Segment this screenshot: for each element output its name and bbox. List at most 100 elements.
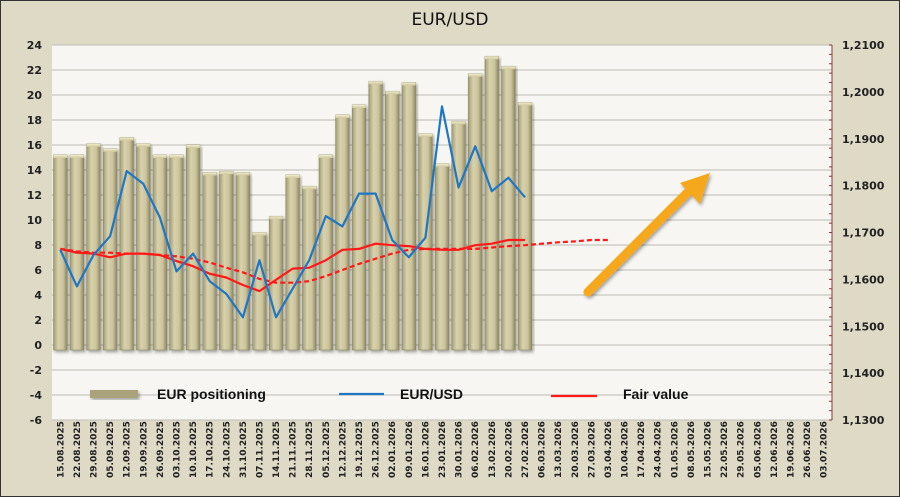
bar-body <box>501 65 516 351</box>
x-tick-label: 19.12.2025 <box>355 421 365 478</box>
bar-cap <box>236 172 250 176</box>
bar <box>235 172 250 351</box>
bar-body <box>285 174 300 351</box>
x-tick-label: 14.11.2025 <box>272 421 282 478</box>
x-tick-label: 24.10.2025 <box>222 421 232 478</box>
legend-swatch-positioning <box>90 390 138 398</box>
y-tick-label: -2 <box>30 364 42 377</box>
y-tick-label: -6 <box>30 414 43 427</box>
x-tick-label: 19.09.2025 <box>139 421 149 478</box>
fair-value-line <box>60 238 525 293</box>
bar <box>119 137 134 351</box>
y-tick-label: 18 <box>27 114 42 127</box>
bar <box>385 90 400 351</box>
y2-tick-label: 1,2100 <box>842 39 885 52</box>
bar-cap <box>252 232 267 236</box>
bar-body <box>451 120 466 351</box>
x-tick-label: 15.05.2026 <box>704 421 714 478</box>
x-tick-label: 26.06.2026 <box>803 421 813 478</box>
bar <box>335 114 350 351</box>
x-tick-label: 28.11.2025 <box>305 421 315 478</box>
x-tick-label: 02.01.2026 <box>388 421 398 478</box>
bar <box>517 102 533 351</box>
x-tick-label: 05.06.2026 <box>753 421 763 478</box>
bar-cap <box>285 175 300 178</box>
bar-body <box>335 114 350 351</box>
bar-body <box>385 90 400 351</box>
y2-tick-label: 1,2000 <box>842 86 885 99</box>
bar-body <box>318 154 333 351</box>
legend-label-fair-value: Fair value <box>623 386 689 402</box>
y2-tick-label: 1,1600 <box>842 273 885 286</box>
bar-body <box>484 55 499 351</box>
bar-cap <box>103 148 117 152</box>
x-tick-label: 22.08.2025 <box>73 421 83 478</box>
bar-cap <box>119 137 134 141</box>
bar-cap <box>518 102 532 106</box>
bar <box>434 163 450 351</box>
x-tick-label: 26.09.2025 <box>156 421 166 478</box>
y-tick-label: 10 <box>27 214 43 227</box>
bar-cap <box>319 155 333 158</box>
y2-tick-label: 1,1800 <box>842 180 885 193</box>
y2-tick-label: 1,1700 <box>842 227 885 240</box>
bar-body <box>468 73 483 351</box>
y-tick-label: 14 <box>27 164 43 177</box>
y-tick-label: 8 <box>34 239 42 252</box>
bar-cap <box>153 155 167 158</box>
x-tick-label: 10.10.2025 <box>189 421 199 478</box>
bar <box>368 80 383 351</box>
y2-tick-label: 1,1400 <box>842 367 885 380</box>
x-tick-label: 16.01.2026 <box>421 421 431 478</box>
x-tick-label: 05.09.2025 <box>106 421 116 478</box>
bar <box>351 104 367 351</box>
bar <box>53 154 68 351</box>
bar-body <box>119 137 134 351</box>
bar-body <box>351 104 367 351</box>
x-tick-label: 29.05.2026 <box>737 421 747 478</box>
bar-cap <box>86 143 101 147</box>
bar-cap <box>385 91 400 95</box>
bar <box>401 82 416 351</box>
bar <box>285 174 300 351</box>
bar-cap <box>70 155 84 158</box>
x-tick-label: 03.04.2026 <box>604 421 614 478</box>
bar <box>451 120 466 351</box>
bar-body <box>86 143 101 351</box>
trend-arrow <box>583 173 710 297</box>
x-tick-label: 12.06.2026 <box>770 421 780 478</box>
bar <box>418 133 433 351</box>
bar <box>86 143 101 351</box>
bar-cap <box>302 186 317 190</box>
y-tick-label: 4 <box>34 289 42 302</box>
x-tick-label: 09.01.2026 <box>405 421 415 478</box>
x-tick-label: 21.11.2025 <box>289 421 299 478</box>
x-tick-label: 12.09.2025 <box>123 421 133 478</box>
bar-body <box>136 143 151 351</box>
x-tick-label: 07.11.2025 <box>255 421 265 478</box>
x-tick-label: 23.01.2026 <box>438 421 448 478</box>
bar-cap <box>418 133 433 137</box>
bar <box>202 172 217 351</box>
x-tick-label: 10.04.2026 <box>621 421 631 478</box>
bar-cap <box>186 145 200 148</box>
y-tick-label: 16 <box>27 139 43 152</box>
y-tick-label: 12 <box>27 189 42 202</box>
x-tick-label: 05.12.2025 <box>322 421 332 478</box>
x-tick-label: 01.05.2026 <box>670 421 680 478</box>
chart-title: EUR/USD <box>411 10 489 30</box>
x-tick-label: 24.04.2026 <box>654 421 664 478</box>
bar-body <box>53 154 68 351</box>
y-tick-label: 6 <box>34 264 42 277</box>
bar-body <box>368 80 383 351</box>
x-tick-label: 27.03.2026 <box>587 421 597 478</box>
x-tick-label: 13.02.2026 <box>488 421 498 478</box>
bar <box>136 143 151 351</box>
bar-body <box>401 82 416 351</box>
bar-body <box>434 163 450 351</box>
bar <box>185 144 201 351</box>
y-tick-label: -4 <box>30 389 43 402</box>
x-tick-label: 30.01.2026 <box>455 421 465 478</box>
bar-cap <box>435 163 449 167</box>
